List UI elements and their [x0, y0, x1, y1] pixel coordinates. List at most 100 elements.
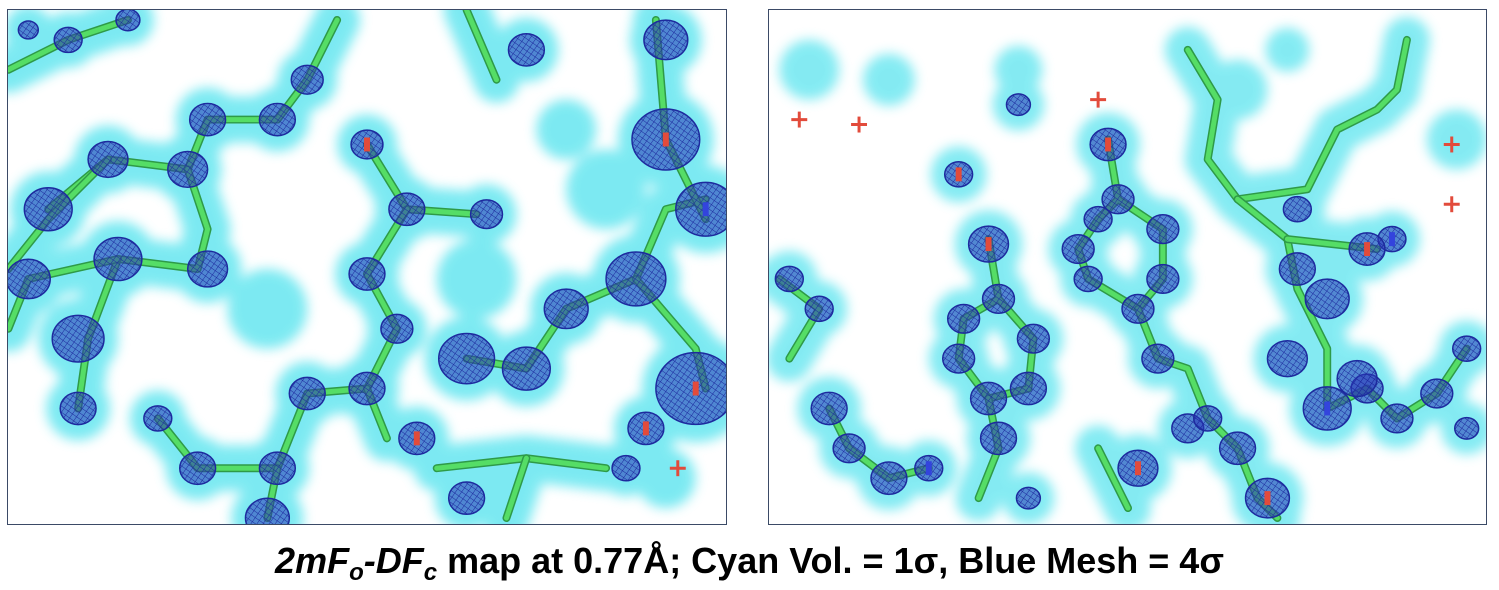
figure-caption: 2mFo-DFc map at 0.77Å; Cyan Vol. = 1σ, B… [0, 538, 1499, 585]
mesh-grid [655, 351, 726, 426]
atom-density-blob [946, 303, 981, 334]
atom-density-blob [832, 433, 866, 464]
mesh-grid [675, 181, 726, 237]
caption-text: map at 0.77Å; Cyan Vol. = 1σ, Blue Mesh … [437, 540, 1224, 581]
atom-density-blob [643, 19, 689, 61]
heteroatom-stick [1388, 232, 1395, 247]
atom-density-blob [675, 181, 726, 237]
cyan-density [779, 39, 840, 100]
atom-density-blob [178, 451, 217, 486]
mesh-grid [832, 433, 866, 464]
atom-density-blob [1266, 339, 1309, 378]
atom-density-blob [1061, 233, 1095, 265]
atom-density-blob [143, 405, 173, 432]
mesh-grid [643, 19, 689, 61]
mesh-grid [59, 391, 97, 426]
heteroatom-stick [702, 202, 709, 217]
atom-density-blob [1101, 184, 1135, 215]
mesh-grid [87, 140, 129, 179]
cyan-density [566, 149, 646, 230]
mesh-grid [1101, 184, 1135, 215]
right-density-map [769, 16, 1486, 524]
cyan-density [863, 53, 915, 106]
atom-density-blob [1009, 371, 1048, 406]
atom-density-blob [469, 199, 504, 230]
cyan-density [1207, 59, 1268, 120]
mesh-grid [941, 343, 976, 374]
mesh-grid [388, 192, 426, 227]
heteroatom-stick [1134, 461, 1141, 476]
atom-density-blob [627, 411, 665, 446]
cyan-density [536, 99, 597, 160]
mesh-grid [979, 421, 1018, 456]
cyan-density [1265, 27, 1310, 72]
water-markers-right [791, 91, 1460, 213]
heteroatom-stick [1105, 137, 1112, 152]
mesh-grid [1016, 323, 1051, 354]
bond-stick [1185, 37, 1410, 202]
left-density-map [8, 10, 726, 524]
atom-density-blob [1005, 93, 1032, 117]
atom-density-blob [93, 236, 143, 282]
heteroatom-stick [1324, 401, 1331, 416]
water-cross-marker [1443, 196, 1460, 213]
atom-density-blob [1073, 265, 1103, 293]
atom-density-blob [501, 346, 552, 391]
water-cross-marker [669, 460, 686, 477]
atom-density-blob [258, 102, 297, 137]
atom-density-blob [969, 381, 1008, 416]
atom-density-blob [244, 497, 291, 524]
atom-density-blob [1121, 293, 1155, 324]
water-cross-marker [1090, 91, 1107, 108]
water-cross-marker [851, 116, 868, 133]
atom-density-blob [23, 186, 73, 232]
mesh-grid [1266, 339, 1309, 378]
atom-density-blob [188, 102, 227, 137]
mesh-grid [1121, 293, 1155, 324]
mesh-grid [501, 346, 552, 391]
atom-density-blob [611, 454, 641, 482]
bond-stick [1235, 196, 1330, 411]
atom-density-blob [348, 257, 386, 291]
atom-density-blob [258, 451, 297, 486]
bond-stick [464, 10, 499, 83]
mesh-grid [188, 102, 227, 137]
water-cross-marker [791, 111, 808, 128]
cyan-density [227, 268, 308, 349]
atom-density-blob [17, 20, 40, 40]
bond-stick [826, 405, 932, 481]
atom-density-blob [1453, 416, 1480, 440]
heteroatom-stick [1364, 242, 1371, 257]
mesh-grid [870, 461, 908, 496]
atom-density-blob [167, 150, 209, 189]
mesh-grid [1073, 265, 1103, 293]
atom-density-blob [941, 343, 976, 374]
atom-density-blob [348, 371, 386, 406]
mesh-grid [51, 314, 105, 363]
atom-density-blob [1141, 343, 1175, 374]
mesh-grid [1192, 405, 1223, 432]
heteroatom-stick [413, 431, 420, 446]
mesh-grid [143, 405, 173, 432]
atom-density-blob [655, 351, 726, 426]
atom-density-blob [1244, 477, 1291, 519]
mesh-grid [1380, 403, 1414, 434]
atom-density-blob [447, 481, 486, 515]
mesh-grid [288, 376, 326, 411]
mesh-grid [804, 295, 834, 323]
mesh-grid [1146, 214, 1180, 245]
atom-density-blob [1089, 127, 1127, 162]
atom-density-blob [1420, 378, 1454, 409]
mesh-grid [1009, 371, 1048, 406]
atom-density-blob [810, 391, 848, 426]
mesh-grid [1005, 93, 1032, 117]
atom-density-blob [543, 288, 589, 330]
atom-density-blob [1380, 403, 1414, 434]
mesh-grid [1218, 431, 1257, 466]
atom-density-blob [870, 461, 908, 496]
mesh-grid [1015, 486, 1042, 510]
blue-mesh-right [774, 93, 1482, 519]
mesh-grid [969, 381, 1008, 416]
atom-density-blob [1192, 405, 1223, 432]
atom-density-blob [1146, 263, 1180, 295]
